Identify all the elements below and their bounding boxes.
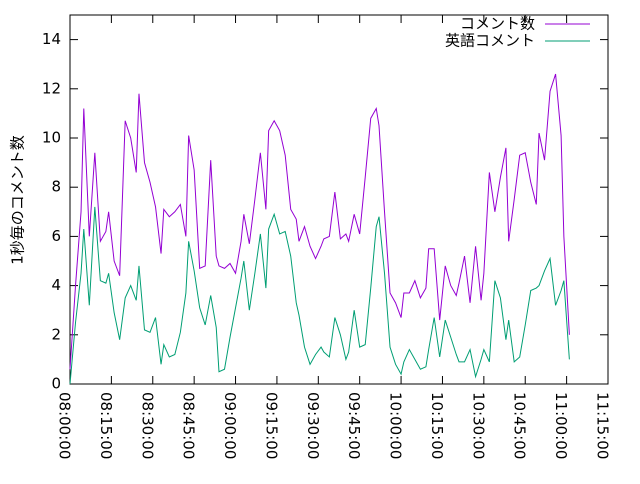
x-tick-label: 08:45:00	[180, 392, 198, 459]
series-line	[69, 73, 570, 370]
x-tick-label: 11:15:00	[594, 392, 612, 459]
legend-label: コメント数	[460, 15, 535, 33]
x-tick-label: 10:30:00	[469, 392, 487, 459]
y-tick-label: 12	[42, 79, 61, 97]
plot-border	[69, 14, 609, 385]
x-tick-label: 10:00:00	[387, 392, 405, 459]
x-tick-label: 09:30:00	[304, 392, 322, 459]
x-tick-label: 09:15:00	[262, 392, 280, 459]
x-tick-label: 09:45:00	[345, 392, 363, 459]
legend-label: 英語コメント	[445, 32, 535, 50]
y-tick-label: 8	[51, 178, 61, 196]
y-tick-label: 2	[51, 325, 61, 343]
y-tick-label: 14	[42, 30, 61, 48]
x-tick-label: 11:00:00	[552, 392, 570, 459]
x-tick-label: 09:00:00	[221, 392, 239, 459]
y-tick-label: 4	[51, 276, 61, 294]
x-tick-label: 08:00:00	[56, 392, 74, 459]
y-tick-label: 6	[51, 227, 61, 245]
y-tick-label: 10	[42, 129, 61, 147]
x-tick-label: 08:30:00	[138, 392, 156, 459]
x-tick-label: 08:15:00	[97, 392, 115, 459]
series-line	[69, 206, 570, 385]
x-tick-label: 10:45:00	[511, 392, 529, 459]
x-tick-label: 10:15:00	[428, 392, 446, 459]
y-tick-label: 0	[51, 375, 61, 393]
y-axis-label: 1秒毎のコメント数	[9, 135, 27, 265]
